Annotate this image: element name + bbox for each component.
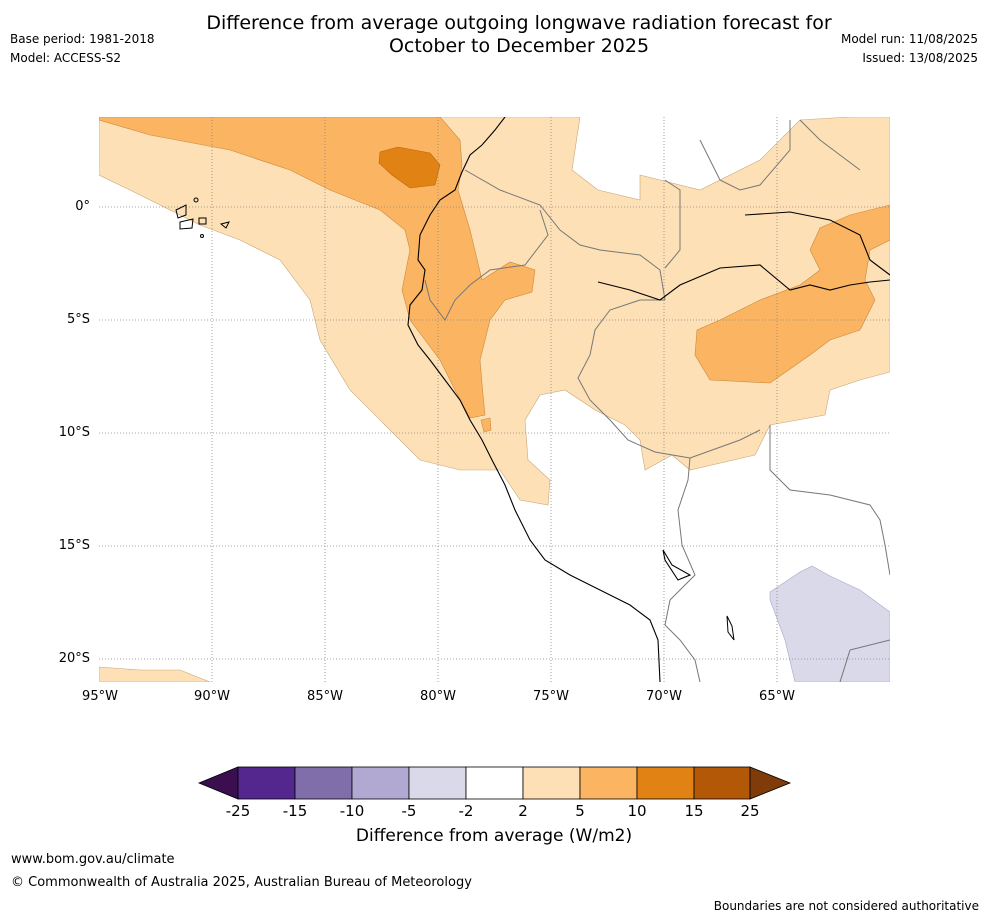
- footer-url[interactable]: www.bom.gov.au/climate: [11, 852, 175, 867]
- lon-label-70w: 70°W: [646, 689, 682, 704]
- country-borders: [424, 119, 890, 682]
- model-name: Model: ACCESS-S2: [10, 51, 122, 65]
- colorbar-seg-1: [237, 766, 296, 800]
- colorbar-arrow-high: [749, 766, 792, 800]
- lon-label-80w: 80°W: [420, 689, 456, 704]
- title-line-2: October to December 2025: [388, 35, 650, 57]
- colorbar-tick: -10: [339, 802, 365, 820]
- colorbar-seg-6: [522, 766, 581, 800]
- colorbar-seg-3: [351, 766, 410, 800]
- lat-label-5s: 5°S: [66, 312, 90, 327]
- lat-label-15s: 15°S: [58, 538, 90, 553]
- colorbar-tick: -25: [225, 802, 251, 820]
- title-line-1: Difference from average outgoing longwav…: [206, 12, 832, 34]
- coastlines: [407, 117, 890, 682]
- base-period: Base period: 1981-2018: [10, 32, 155, 46]
- colorbar-tick: 25: [740, 802, 760, 820]
- lat-label-10s: 10°S: [58, 425, 90, 440]
- lon-label-90w: 90°W: [194, 689, 230, 704]
- anomaly-fields: [99, 117, 890, 682]
- galapagos-islands: [175, 197, 735, 641]
- colorbar-seg-2: [294, 766, 353, 800]
- colorbar: [197, 766, 792, 800]
- anomaly-region-2-5-south: [99, 666, 211, 682]
- model-run: Model run: 11/08/2025: [840, 32, 978, 46]
- colorbar-tick: 2: [518, 802, 528, 820]
- colorbar-seg-9: [693, 766, 751, 800]
- lon-label-95w: 95°W: [82, 689, 118, 704]
- lon-label-85w: 85°W: [307, 689, 343, 704]
- graticule: [99, 117, 890, 682]
- anomaly-region-5-10-east: [694, 204, 890, 384]
- lon-label-75w: 75°W: [533, 689, 569, 704]
- colorbar-tick: -15: [282, 802, 308, 820]
- anomaly-region-10-15: [378, 146, 441, 189]
- colorbar-seg-8: [636, 766, 695, 800]
- colorbar-seg-4: [408, 766, 467, 800]
- colorbar-tick: 5: [575, 802, 585, 820]
- anomaly-region-neg-2-5: [769, 565, 890, 682]
- footer-copyright: © Commonwealth of Australia 2025, Austra…: [11, 875, 472, 890]
- anomaly-region-5-10-west: [99, 117, 536, 419]
- issued-date: Issued: 13/08/2025: [862, 51, 978, 65]
- map-title: Difference from average outgoing longwav…: [160, 12, 878, 58]
- lat-label-20s: 20°S: [58, 651, 90, 666]
- colorbar-seg-5: [465, 766, 524, 800]
- footer-disclaimer: Boundaries are not considered authoritat…: [713, 899, 979, 913]
- colorbar-tick: -5: [401, 802, 417, 820]
- lon-label-65w: 65°W: [759, 689, 795, 704]
- colorbar-tick: -2: [458, 802, 474, 820]
- colorbar-tick: 10: [627, 802, 647, 820]
- colorbar-arrow-low: [197, 766, 239, 800]
- colorbar-label: Difference from average (W/m2): [355, 826, 633, 846]
- colorbar-tick: 15: [684, 802, 704, 820]
- colorbar-seg-7: [579, 766, 638, 800]
- anomaly-region-5-10-lobe: [480, 417, 492, 433]
- lat-label-0: 0°: [75, 199, 90, 214]
